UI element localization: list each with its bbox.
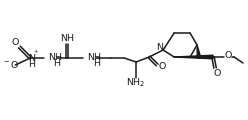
Text: O: O bbox=[213, 69, 221, 78]
Text: $^-$O: $^-$O bbox=[2, 60, 19, 70]
Text: O: O bbox=[158, 63, 166, 72]
Text: H: H bbox=[93, 60, 100, 69]
Text: H: H bbox=[28, 60, 35, 69]
Polygon shape bbox=[197, 45, 201, 58]
Text: O: O bbox=[224, 51, 232, 60]
Text: NH: NH bbox=[87, 53, 101, 62]
Text: O: O bbox=[12, 38, 19, 47]
Text: NH$_2$: NH$_2$ bbox=[126, 77, 146, 89]
Text: $^+$: $^+$ bbox=[32, 50, 39, 56]
Text: NH: NH bbox=[48, 53, 62, 62]
Text: N: N bbox=[28, 54, 35, 63]
Text: H: H bbox=[53, 60, 60, 69]
Text: NH: NH bbox=[60, 33, 74, 42]
Text: N: N bbox=[156, 42, 163, 51]
Polygon shape bbox=[174, 55, 213, 59]
